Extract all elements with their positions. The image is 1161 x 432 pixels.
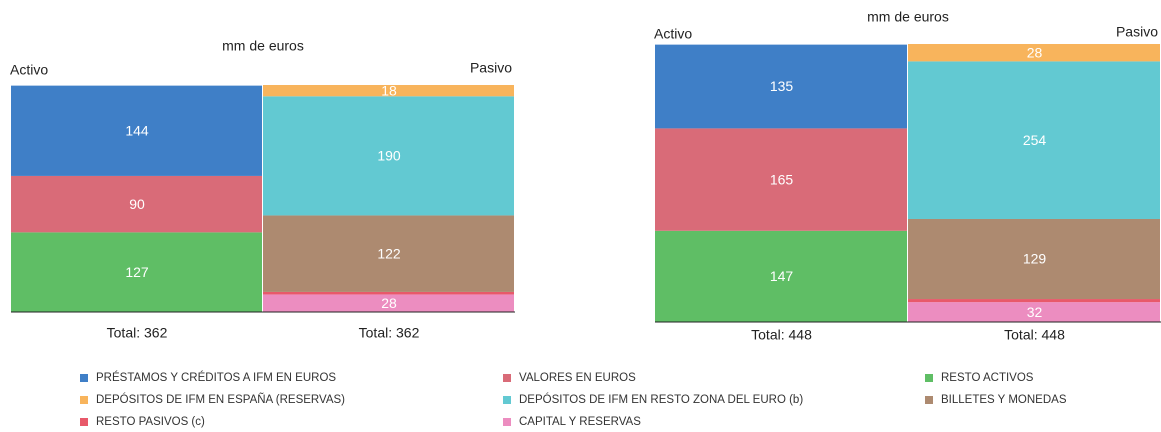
bar-segment	[11, 85, 262, 176]
bar-segment	[263, 85, 514, 97]
legend-swatch	[503, 374, 511, 382]
bar-segment	[908, 302, 1160, 322]
value-label: 147	[770, 268, 794, 284]
legend-label: BILLETES Y MONEDAS	[941, 394, 1067, 406]
bar-segment	[263, 294, 514, 312]
legend-label: DEPÓSITOS DE IFM EN RESTO ZONA DEL EURO …	[519, 393, 803, 406]
bar-segment	[908, 218, 1160, 300]
bar-segment	[263, 215, 514, 292]
bar-segment	[655, 230, 907, 322]
legend-swatch	[80, 396, 88, 404]
total-label: Total: 362	[359, 325, 420, 341]
bar-segment	[655, 44, 907, 129]
value-label: 129	[1023, 251, 1047, 267]
value-label: 254	[1023, 132, 1047, 148]
value-label: 190	[377, 148, 401, 164]
total-label: Total: 448	[1004, 327, 1065, 343]
value-label: 32	[1027, 304, 1043, 320]
bar-segment	[11, 232, 262, 312]
value-label: 122	[377, 245, 401, 261]
bar-segment	[11, 175, 262, 233]
bar-segment	[908, 44, 1160, 62]
legend-swatch	[80, 418, 88, 426]
legend-swatch	[80, 374, 88, 382]
total-label: Total: 362	[107, 325, 168, 341]
bar-segment	[908, 61, 1160, 219]
value-label: 144	[125, 122, 149, 138]
bar-segment	[908, 299, 1160, 303]
value-label: 28	[1027, 44, 1043, 60]
bar-segment	[263, 96, 514, 216]
bar-segment	[655, 128, 907, 231]
value-label: 135	[770, 78, 794, 94]
value-label: 28	[381, 295, 397, 311]
side-label: Activo	[654, 26, 692, 42]
legend-label: CAPITAL Y RESERVAS	[519, 416, 641, 428]
legend-swatch	[503, 418, 511, 426]
value-label: 18	[381, 82, 397, 98]
legend-swatch	[925, 374, 933, 382]
legend-label: VALORES EN EUROS	[519, 372, 636, 384]
side-label: Pasivo	[470, 60, 512, 76]
bar-segment	[263, 291, 514, 295]
total-label: Total: 448	[751, 327, 812, 343]
legend-label: DEPÓSITOS DE IFM EN ESPAÑA (RESERVAS)	[96, 393, 345, 406]
legend-label: PRÉSTAMOS Y CRÉDITOS A IFM EN EUROS	[96, 371, 336, 384]
value-label: 90	[129, 196, 145, 212]
side-label: Activo	[10, 62, 48, 78]
value-label: 127	[125, 264, 149, 280]
legend-label: RESTO PASIVOS (c)	[96, 416, 205, 428]
side-label: Pasivo	[1116, 24, 1158, 40]
legend-swatch	[503, 396, 511, 404]
legend-label: RESTO ACTIVOS	[941, 372, 1034, 384]
value-label: 165	[770, 171, 794, 187]
chart-title: mm de euros	[222, 38, 304, 54]
legend-swatch	[925, 396, 933, 404]
chart-title: mm de euros	[867, 9, 949, 25]
